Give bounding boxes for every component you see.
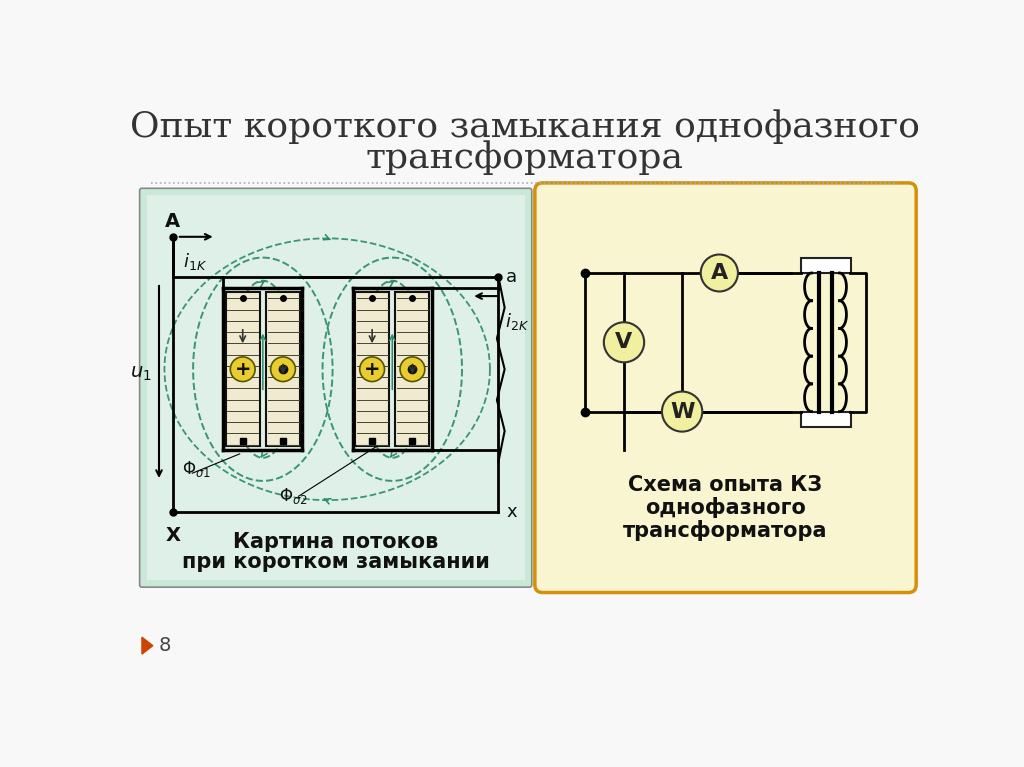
Text: x: x bbox=[506, 502, 517, 521]
Text: 8: 8 bbox=[159, 636, 171, 655]
Text: A: A bbox=[166, 212, 180, 231]
Bar bbox=[355, 292, 389, 446]
Polygon shape bbox=[142, 637, 153, 654]
Text: трансформатора: трансформатора bbox=[624, 521, 827, 542]
Circle shape bbox=[270, 357, 295, 381]
Text: V: V bbox=[615, 332, 633, 352]
Bar bbox=[395, 292, 429, 446]
Text: однофазного: однофазного bbox=[645, 497, 806, 518]
Text: Опыт короткого замыкания однофазного: Опыт короткого замыкания однофазного bbox=[130, 110, 920, 144]
Circle shape bbox=[700, 255, 738, 291]
FancyBboxPatch shape bbox=[139, 188, 531, 588]
Circle shape bbox=[359, 357, 385, 381]
Circle shape bbox=[662, 392, 702, 432]
Text: $\Phi_{\sigma 1}$: $\Phi_{\sigma 1}$ bbox=[182, 459, 211, 479]
FancyBboxPatch shape bbox=[535, 183, 916, 593]
FancyBboxPatch shape bbox=[146, 196, 524, 580]
Circle shape bbox=[604, 322, 644, 362]
Circle shape bbox=[400, 357, 425, 381]
Circle shape bbox=[230, 357, 255, 381]
Bar bbox=[801, 258, 851, 273]
Text: трансформатора: трансформатора bbox=[366, 140, 684, 175]
Text: $u_1$: $u_1$ bbox=[129, 364, 152, 384]
Bar bbox=[801, 412, 851, 427]
Text: a: a bbox=[506, 268, 517, 286]
Text: при коротком замыкании: при коротком замыкании bbox=[182, 551, 489, 571]
Text: +: + bbox=[234, 360, 251, 379]
Text: A: A bbox=[711, 263, 728, 283]
Bar bbox=[225, 292, 260, 446]
Text: $\Phi_{\sigma 2}$: $\Phi_{\sigma 2}$ bbox=[280, 486, 308, 506]
Bar bbox=[266, 292, 300, 446]
Text: X: X bbox=[166, 525, 180, 545]
Text: +: + bbox=[364, 360, 380, 379]
Text: $i_{2K}$: $i_{2K}$ bbox=[505, 311, 528, 332]
Text: Схема опыта КЗ: Схема опыта КЗ bbox=[629, 475, 822, 495]
Text: W: W bbox=[670, 402, 694, 422]
Text: Картина потоков: Картина потоков bbox=[233, 532, 438, 552]
Text: $i_{1K}$: $i_{1K}$ bbox=[182, 251, 207, 272]
